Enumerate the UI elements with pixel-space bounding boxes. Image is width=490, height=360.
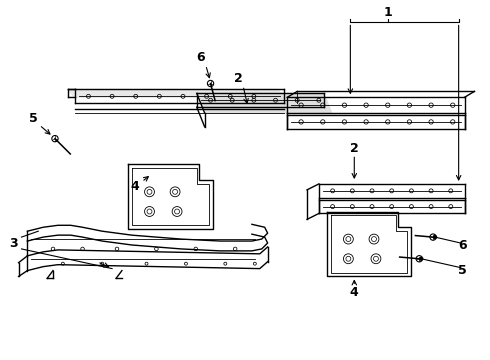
Text: 4: 4 [130,180,139,193]
Circle shape [434,236,437,239]
Text: 6: 6 [196,51,205,64]
Text: 2: 2 [350,142,359,155]
Polygon shape [197,93,332,113]
Polygon shape [68,89,284,97]
Text: 6: 6 [458,239,467,252]
Text: 3: 3 [9,237,18,249]
Text: 2: 2 [234,72,243,85]
Text: 4: 4 [350,286,359,299]
Circle shape [420,257,423,260]
Text: 1: 1 [383,6,392,19]
Text: 5: 5 [458,264,467,277]
Text: 5: 5 [29,112,38,125]
